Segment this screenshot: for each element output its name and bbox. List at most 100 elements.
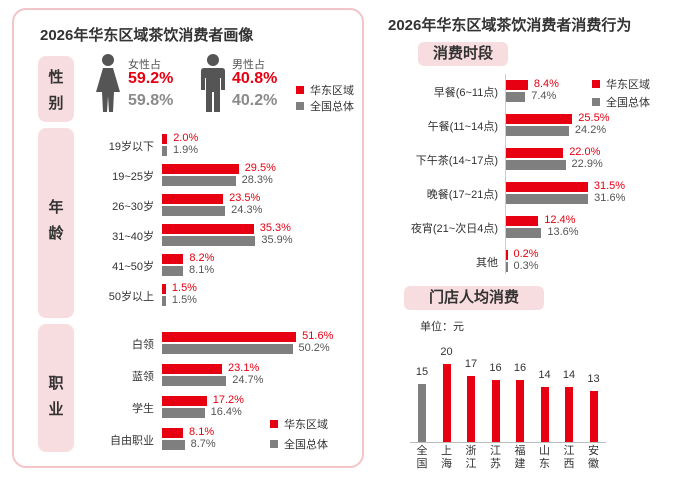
- legend-region-text: 华东区域: [310, 85, 354, 97]
- store-bar: [467, 375, 475, 442]
- region-bar: [162, 194, 224, 204]
- region-bar: [162, 364, 223, 374]
- age-label-1: 年: [48, 199, 64, 216]
- region-bar: [506, 114, 573, 124]
- region-bar: [162, 396, 207, 406]
- bar-category-label: 午餐(11~14点): [427, 121, 498, 133]
- overall-bar: [506, 228, 542, 238]
- overall-bar: [506, 160, 566, 170]
- bar-category-label: 19~25岁: [112, 171, 154, 183]
- bar-category-label: 蓝领: [132, 371, 154, 383]
- female-person-icon: [96, 54, 120, 112]
- job-label-2: 业: [48, 401, 64, 418]
- region-value-label: 31.5%: [593, 180, 626, 192]
- bar-category-label: 自由职业: [110, 435, 154, 447]
- bar-category-label: 白领: [132, 339, 154, 351]
- overall-bar: [506, 92, 526, 102]
- overall-value-label: 8.1%: [189, 264, 215, 276]
- male-region-value: 40.8%: [232, 70, 278, 87]
- store-category-label: 上海: [441, 445, 452, 470]
- overall-bar: [162, 266, 184, 276]
- overall-value-label: 7.4%: [531, 90, 557, 102]
- store-bar: [442, 364, 451, 442]
- legend-region-time: 华东区域: [592, 76, 650, 92]
- overall-value-label: 8.7%: [190, 438, 216, 450]
- legend-region-swatch: [270, 420, 278, 428]
- store-category-label: 山东: [539, 445, 550, 470]
- legend-region-gender: 华东区域: [296, 82, 354, 98]
- legend-overall-text: 全国总体: [284, 439, 328, 451]
- age-section-box: 年 龄: [38, 128, 74, 318]
- region-value-label: 8.4%: [533, 78, 559, 90]
- region-value-label: 12.4%: [544, 214, 576, 226]
- bar-category-label: 下午茶(14~17点): [415, 155, 498, 167]
- bar-category-label: 其他: [476, 257, 498, 269]
- legend-overall-swatch: [296, 102, 304, 110]
- overall-value-label: 50.2%: [298, 342, 330, 354]
- region-value-label: 0.2%: [513, 248, 539, 260]
- overall-value-label: 16.4%: [210, 406, 242, 418]
- store-axis-line: [410, 442, 606, 443]
- overall-value-label: 0.3%: [513, 260, 539, 272]
- region-value-label: 51.6%: [302, 330, 334, 342]
- store-value-label: 15: [415, 365, 429, 378]
- overall-value-label: 13.6%: [547, 226, 579, 238]
- unit-label: 单位：元: [420, 321, 464, 333]
- store-bar: [516, 379, 524, 442]
- overall-bar: [162, 376, 227, 386]
- age-label-2: 龄: [48, 225, 64, 242]
- store-bar: [491, 379, 500, 442]
- bar-category-label: 19岁以下: [108, 141, 154, 153]
- overall-value-label: 24.7%: [232, 374, 264, 386]
- region-bar: [162, 428, 184, 438]
- store-category-label: 浙江: [465, 445, 477, 470]
- female-label: 女性占: [128, 59, 161, 71]
- legend-overall-swatch: [592, 98, 600, 106]
- region-bar: [506, 182, 588, 192]
- overall-bar: [506, 126, 569, 136]
- overall-value-label: 28.3%: [241, 174, 273, 186]
- bar-category-label: 31~40岁: [112, 231, 154, 243]
- store-value-label: 16: [489, 361, 502, 374]
- region-value-label: 29.5%: [244, 162, 276, 174]
- bar-category-label: 晚餐(17~21点): [426, 189, 498, 201]
- region-bar: [506, 250, 508, 260]
- male-label: 男性占: [232, 59, 265, 71]
- bar-category-label: 学生: [132, 403, 154, 415]
- female-overall-value: 59.8%: [128, 92, 174, 109]
- region-value-label: 35.3%: [259, 222, 291, 234]
- bar-category-label: 41~50岁: [112, 261, 154, 273]
- overall-value-label: 1.9%: [172, 144, 199, 156]
- left-title: 2026年华东区域茶饮消费者画像: [40, 27, 254, 44]
- store-bar: [540, 387, 549, 442]
- overall-value-label: 22.9%: [571, 158, 603, 170]
- legend-region-job: 华东区域: [270, 416, 328, 432]
- region-bar: [162, 164, 239, 174]
- legend-overall-swatch: [270, 440, 278, 448]
- store-value-label: 14: [562, 369, 576, 382]
- legend-overall-job: 全国总体: [270, 436, 328, 452]
- store-value-label: 13: [587, 373, 600, 386]
- job-section-box: 职 业: [38, 324, 74, 452]
- overall-bar: [162, 206, 226, 216]
- overall-bar: [506, 262, 508, 272]
- overall-value-label: 35.9%: [261, 234, 293, 246]
- store-bar: [565, 387, 573, 442]
- region-bar: [162, 254, 184, 264]
- male-person-icon: [201, 54, 225, 112]
- overall-value-label: 1.5%: [171, 294, 197, 306]
- region-bar: [506, 80, 528, 90]
- store-value-label: 17: [464, 357, 478, 370]
- legend-overall-gender: 全国总体: [296, 98, 354, 114]
- bar-category-label: 早餐(6~11点): [433, 87, 498, 99]
- overall-bar: [162, 296, 166, 306]
- region-value-label: 8.1%: [189, 426, 215, 438]
- overall-bar: [162, 176, 236, 186]
- region-value-label: 23.5%: [229, 192, 261, 204]
- bar-category-label: 夜宵(21~次日4点): [410, 223, 498, 235]
- time-pill: 消费时段: [418, 42, 508, 66]
- region-value-label: 17.2%: [212, 394, 244, 406]
- consumer-profile-panel: 2026年华东区域茶饮消费者画像 性 别 年 龄 职 业 女性占 59.2% 5…: [12, 8, 364, 468]
- store-value-label: 14: [538, 369, 551, 382]
- bar-category-label: 50岁以上: [108, 291, 154, 303]
